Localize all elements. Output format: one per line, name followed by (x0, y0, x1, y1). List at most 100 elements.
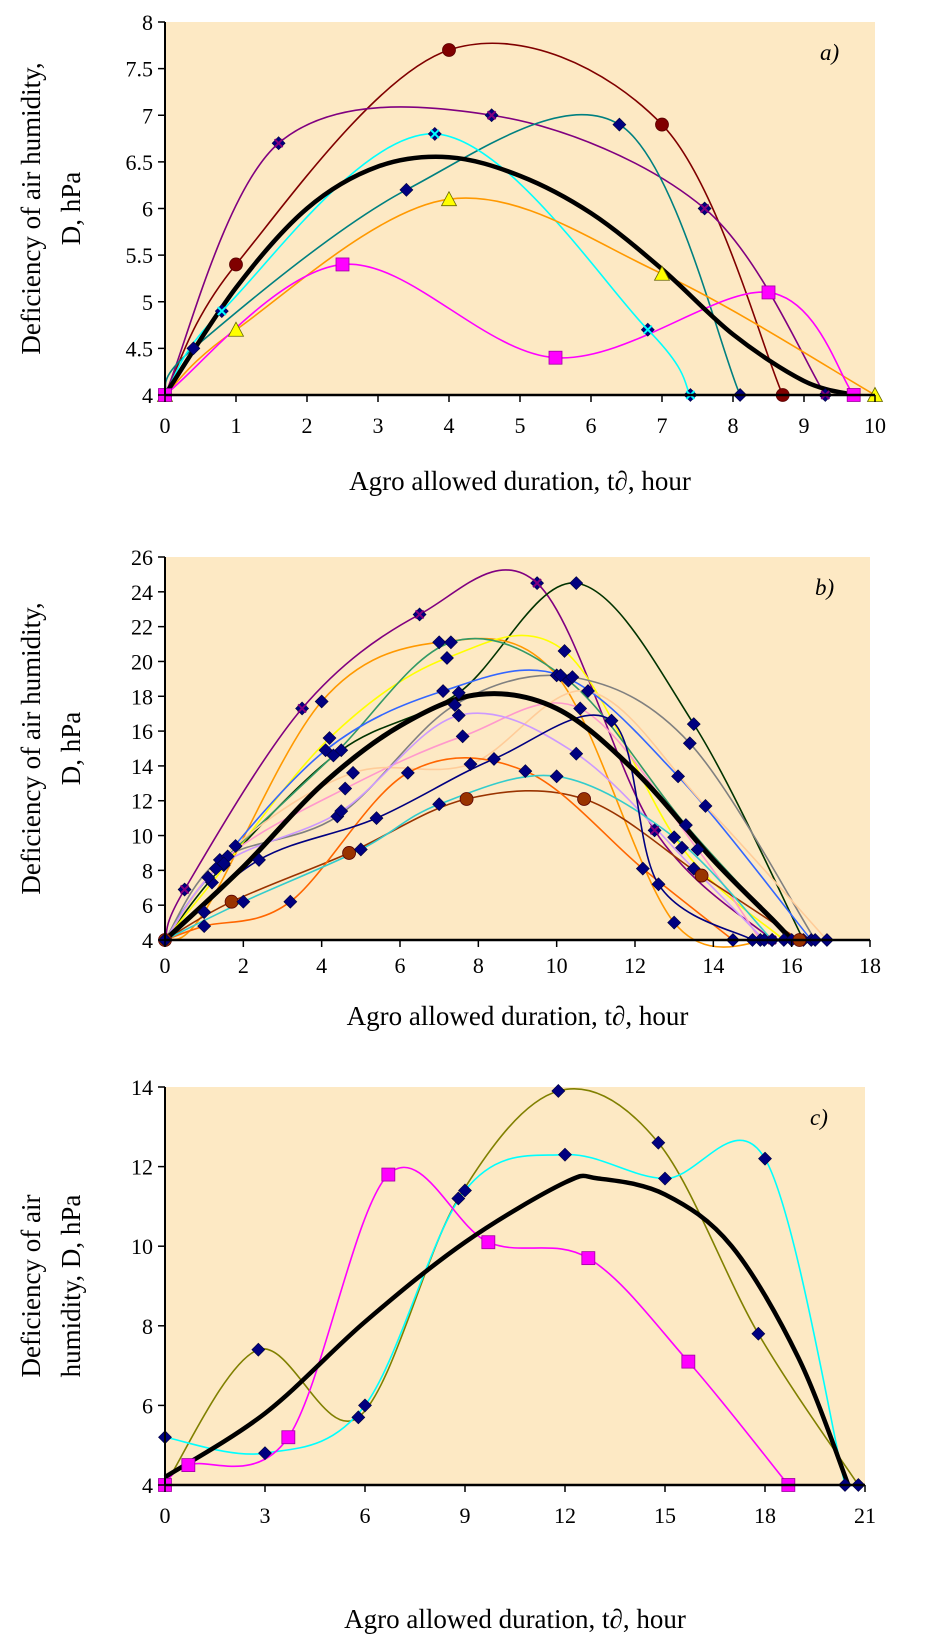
data-point-s12-4 (400, 765, 415, 780)
data-point-s1-2 (229, 257, 243, 272)
y-tick-label-5: 12 (131, 789, 153, 814)
data-point-s1-3 (295, 701, 310, 716)
data-point-s6-2 (201, 870, 216, 885)
x-axis-label: Agro allowed duration, t∂, hour (347, 1001, 689, 1031)
data-point-s8-6 (690, 842, 705, 857)
series-line-6 (164, 263, 855, 396)
y-axis-label-line-2: D, hPa (56, 712, 86, 786)
data-point-s9-2 (228, 839, 243, 853)
data-point-s12-3 (283, 894, 298, 909)
y-axis-label-line-1: Deficiency of air (16, 1195, 46, 1378)
x-tick-label-2: 1 (231, 413, 242, 438)
data-point-s2-5 (569, 576, 584, 591)
x-tick-label-3: 4 (316, 953, 327, 978)
x-tick-label-10: 9 (799, 413, 810, 438)
y-tick-label-9: 20 (131, 649, 153, 674)
data-point-s9-6 (698, 799, 713, 813)
data-point-s3-6 (667, 915, 682, 930)
series-line-3 (164, 1166, 789, 1486)
y-tick-label-6: 14 (131, 1075, 153, 1100)
data-point-s7-4 (447, 698, 462, 712)
data-point-s12-2 (197, 919, 212, 933)
y-tick-label-6: 6.5 (126, 150, 154, 175)
data-point-s1-3 (351, 1410, 366, 1425)
x-tick-label-9: 8 (728, 413, 739, 438)
data-point-s2-4 (458, 1183, 472, 1198)
plot-area (165, 557, 870, 940)
data-point-s2-6 (658, 1171, 672, 1186)
data-point-s12-6 (635, 861, 650, 876)
x-tick-label-5: 8 (473, 953, 484, 978)
chart-panel-3: 4 6 8 10 12 14 0 3 6 9 12 15 18 21 c) Deficiency of air… (16, 1075, 876, 1634)
data-point-s13-3 (353, 842, 368, 857)
series-line-15 (163, 691, 794, 942)
data-point-s1-6 (647, 823, 662, 838)
data-point-s6-4 (761, 285, 776, 300)
y-tick-label-9: 8 (142, 10, 153, 35)
y-tick-label-1: 4 (142, 383, 153, 408)
data-point-s1-5 (551, 1084, 566, 1098)
x-tick-label-3: 6 (360, 1503, 371, 1528)
data-point-s2-4 (697, 201, 712, 216)
data-point-s4-5 (557, 644, 572, 658)
y-tick-label-1: 4 (142, 928, 153, 953)
x-tick-label-6: 15 (654, 1503, 676, 1528)
data-point-s5-2 (227, 321, 245, 337)
data-point-s1-5 (530, 576, 545, 591)
y-axis-label-line-1: Deficiency of air humidity, (16, 62, 46, 354)
data-point-s1-4 (655, 117, 669, 132)
x-tick-label-2: 2 (238, 953, 249, 978)
series-line-1 (164, 1087, 860, 1486)
data-point-s4-3 (322, 731, 337, 745)
data-point-s3-5 (481, 1235, 496, 1250)
y-axis-label-line-2: D, hPa (56, 172, 86, 246)
data-point-s10-2 (216, 856, 231, 871)
y-tick-label-4: 10 (131, 1234, 153, 1259)
x-tick-label-2: 3 (260, 1503, 271, 1528)
y-tick-label-8: 7.5 (126, 57, 154, 82)
data-point-s2-5 (558, 1147, 572, 1162)
data-point-s3-2 (181, 1458, 196, 1472)
panel-label: b) (815, 575, 834, 600)
data-point-s5-4 (653, 265, 671, 281)
data-point-s5-4 (443, 635, 458, 650)
data-point-s3-6 (581, 1251, 596, 1266)
data-point-s11-6 (694, 868, 709, 883)
series-line-2 (164, 1139, 846, 1486)
y-tick-label-5: 6 (142, 197, 153, 222)
data-point-s14-2 (252, 852, 266, 867)
x-tick-label-7: 6 (586, 413, 597, 438)
x-tick-label-6: 5 (515, 413, 526, 438)
data-point-s8-4 (455, 729, 470, 744)
x-tick-label-6: 10 (546, 953, 568, 978)
data-point-s1-4 (451, 1191, 466, 1206)
data-point-s11-2 (224, 894, 239, 909)
data-point-s6-4 (436, 684, 451, 698)
x-tick-label-4: 9 (460, 1503, 471, 1528)
data-point-s3-3 (281, 1430, 296, 1445)
data-point-s1-3 (442, 43, 456, 57)
data-point-s14-6 (651, 877, 666, 892)
y-tick-label-10: 22 (131, 615, 153, 640)
data-point-s9-4 (463, 757, 478, 772)
data-point-s1-2 (177, 882, 192, 897)
data-point-s9-3 (346, 765, 360, 780)
data-point-s2-4 (451, 685, 466, 700)
data-point-s14-3 (369, 811, 384, 826)
x-tick-label-10: 18 (859, 953, 881, 978)
data-point-s1-2 (251, 1342, 266, 1357)
x-tick-label-11: 10 (864, 413, 886, 438)
x-tick-label-3: 2 (302, 413, 313, 438)
x-tick-label-5: 12 (554, 1503, 576, 1528)
x-tick-label-4: 3 (373, 413, 384, 438)
x-tick-label-1: 0 (160, 413, 171, 438)
y-tick-label-7: 16 (131, 719, 153, 744)
x-tick-label-9: 16 (781, 953, 803, 978)
data-point-s2-2 (258, 1446, 272, 1461)
data-point-s1-4 (412, 607, 427, 622)
data-point-s2-3 (358, 1398, 372, 1413)
data-point-s5-6 (678, 818, 693, 833)
data-point-s3-4 (432, 635, 447, 650)
